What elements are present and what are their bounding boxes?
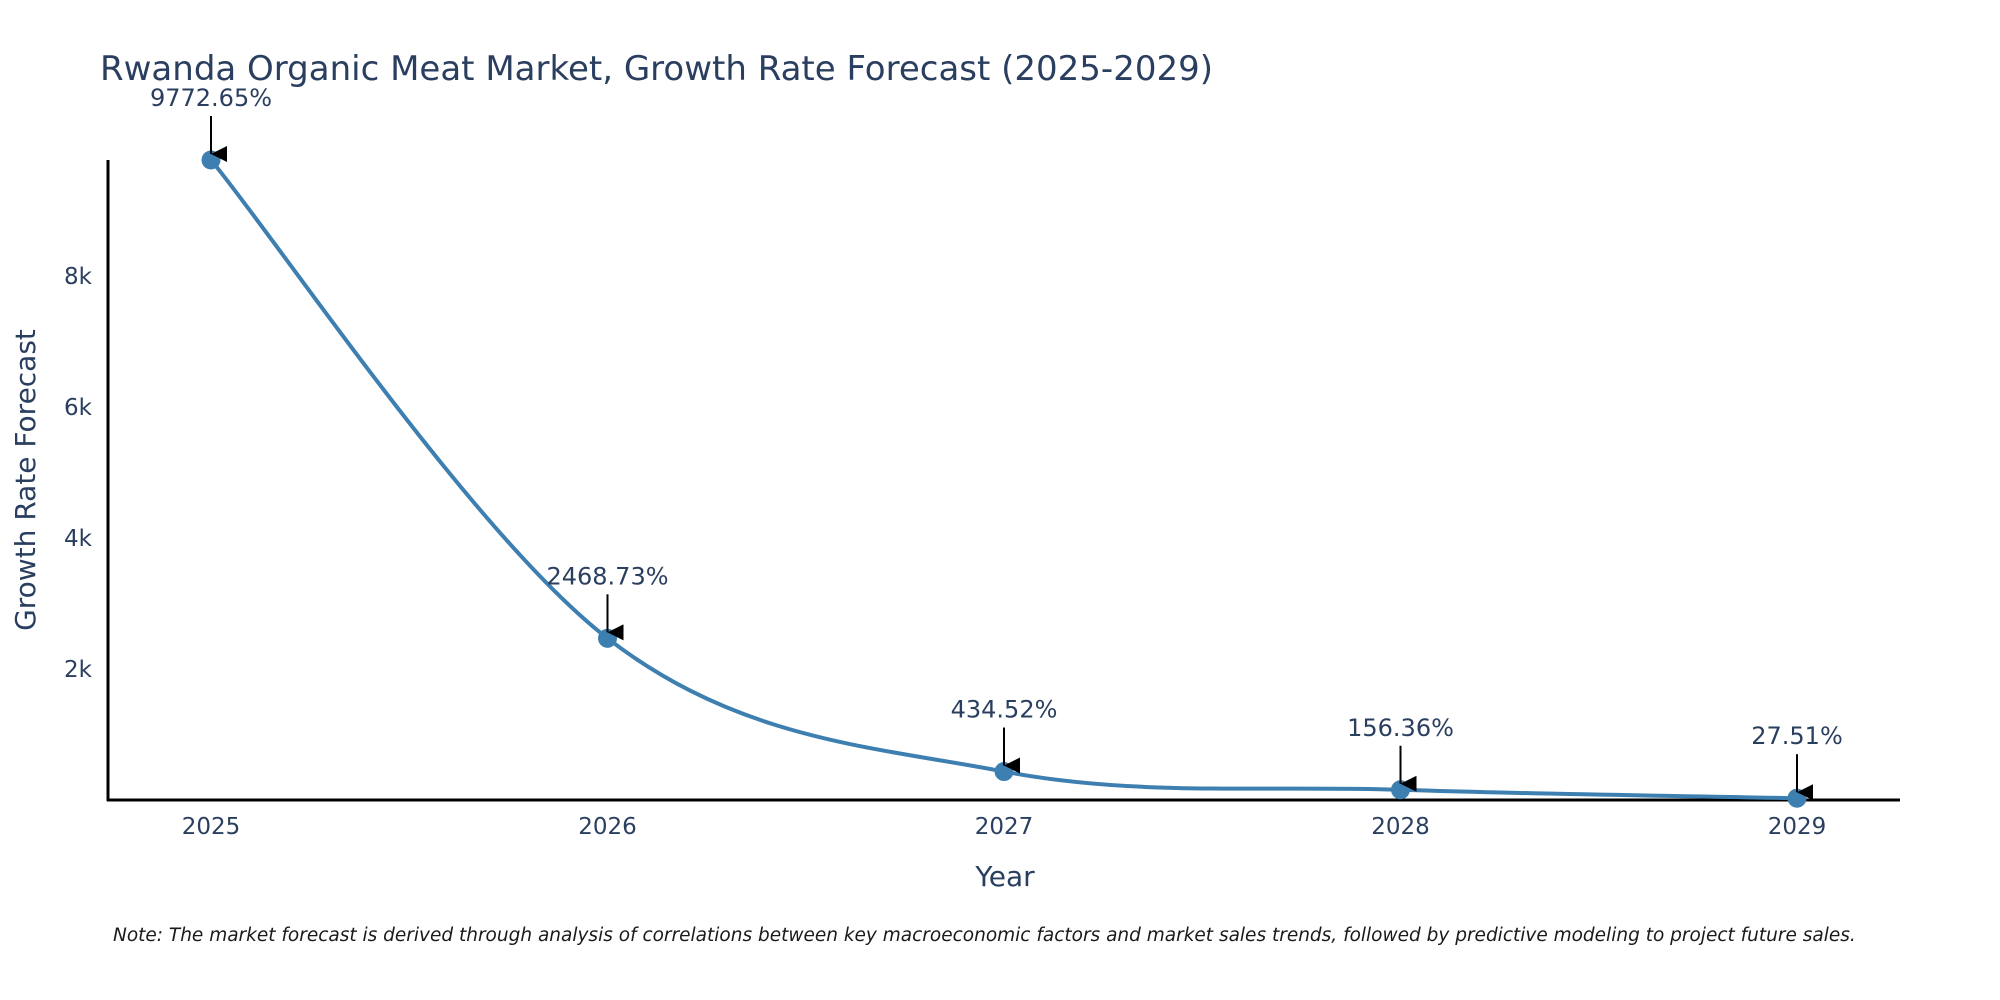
forecast-note: Note: The market forecast is derived thr… xyxy=(113,925,1856,946)
data-label: 156.36% xyxy=(1347,714,1454,742)
x-axis-title: Year xyxy=(974,860,1035,893)
data-label: 9772.65% xyxy=(150,84,272,112)
x-tick-label: 2025 xyxy=(182,814,241,840)
data-label: 434.52% xyxy=(951,696,1058,724)
plot-area: 2k 4k 6k 8k 2025 2026 2027 2028 2029 9772.65% 2468… xyxy=(64,84,1900,840)
chart-title: Rwanda Organic Meat Market, Growth Rate … xyxy=(100,49,1213,89)
data-label: 27.51% xyxy=(1751,722,1843,750)
x-tick-label: 2027 xyxy=(975,814,1034,840)
data-label: 2468.73% xyxy=(546,562,668,590)
series-line xyxy=(209,158,1799,801)
y-tick-label: 6k xyxy=(64,395,93,421)
x-tick-label: 2028 xyxy=(1371,814,1430,840)
y-tick-label: 8k xyxy=(64,264,93,290)
x-tick-label: 2026 xyxy=(578,814,637,840)
y-tick-label: 4k xyxy=(64,526,93,552)
y-axis-title: Growth Rate Forecast xyxy=(9,329,42,631)
x-tick-label: 2029 xyxy=(1768,814,1827,840)
y-tick-label: 2k xyxy=(64,657,93,683)
